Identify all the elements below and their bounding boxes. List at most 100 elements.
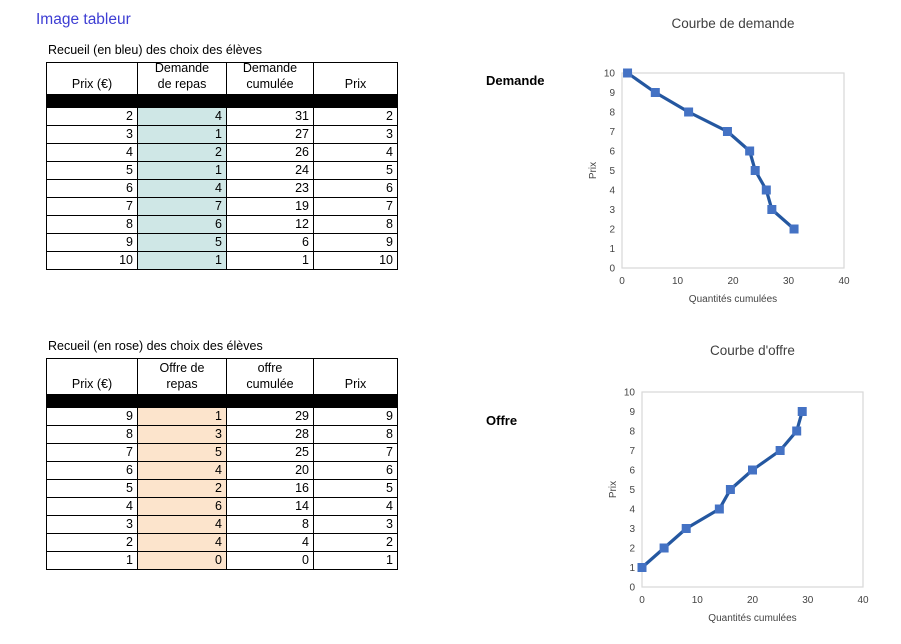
table-cell: 9	[46, 407, 138, 426]
table-cell: 3	[313, 515, 398, 534]
y-tick-label: 3	[629, 524, 635, 535]
data-point-marker	[722, 127, 732, 136]
table-cell: 8	[313, 215, 398, 234]
table-row: 4 6 14 4	[46, 497, 398, 516]
data-point-marker	[637, 563, 647, 572]
x-tick-label: 30	[783, 276, 795, 287]
table-cell: 1	[226, 251, 314, 270]
table-cell: 19	[226, 197, 314, 216]
y-tick-label: 2	[629, 544, 635, 555]
data-point-marker	[750, 166, 760, 175]
table-cell: 1	[46, 551, 138, 570]
table-cell: 2	[313, 107, 398, 126]
table-cell: 7	[313, 443, 398, 462]
table-row: 5 1 24 5	[46, 161, 398, 180]
data-point-marker	[748, 465, 757, 475]
table-cell: 6	[313, 461, 398, 480]
table-cell: 7	[46, 197, 138, 216]
table-cell: 0	[137, 551, 227, 570]
column-header: Demande cumulée	[226, 62, 314, 95]
data-point-marker	[684, 107, 694, 117]
y-tick-label: 1	[609, 244, 615, 255]
y-tick-label: 3	[609, 205, 615, 216]
y-tick-label: 10	[604, 69, 616, 80]
table-cell: 1	[137, 125, 227, 144]
plot-area-border	[621, 72, 845, 269]
table-cell: 5	[137, 443, 227, 462]
x-tick-label: 10	[692, 595, 704, 606]
y-axis-label: Prix	[588, 162, 599, 179]
table-cell: 8	[46, 425, 138, 444]
table-cell: 7	[137, 197, 227, 216]
table-cell: 8	[226, 515, 314, 534]
table-cell: 4	[137, 461, 227, 480]
table-cell: 14	[226, 497, 314, 516]
table-cell: 7	[313, 197, 398, 216]
column-header: Prix	[313, 62, 398, 95]
y-tick-label: 8	[609, 108, 615, 119]
table-cell: 26	[226, 143, 314, 162]
page-title: Image tableur	[36, 11, 131, 28]
data-point-marker	[681, 524, 691, 533]
table-cell: 3	[137, 425, 227, 444]
table-cell: 4	[313, 497, 398, 516]
table-row: 8 3 28 8	[46, 425, 398, 444]
table-cell: 4	[46, 497, 138, 516]
table-cell: 2	[137, 143, 227, 162]
table-cell: 20	[226, 461, 314, 480]
table-cell: 1	[137, 161, 227, 180]
table-cell: 12	[226, 215, 314, 234]
table-cell: 5	[313, 479, 398, 498]
y-tick-label: 5	[629, 485, 635, 496]
data-point-marker	[745, 146, 755, 156]
table-cell: 24	[226, 161, 314, 180]
table-cell: 1	[137, 407, 227, 426]
table-cell: 4	[137, 515, 227, 534]
table-cell: 27	[226, 125, 314, 144]
y-tick-label: 4	[609, 186, 615, 197]
y-tick-label: 6	[629, 466, 635, 477]
x-tick-label: 40	[857, 595, 869, 606]
y-tick-label: 9	[629, 407, 635, 418]
data-point-marker	[767, 205, 777, 214]
table-row: 6 4 23 6	[46, 179, 398, 198]
table-cell: 1	[313, 551, 398, 570]
y-tick-label: 10	[624, 388, 636, 399]
plot-area-border	[641, 391, 864, 588]
table-cell: 0	[226, 551, 314, 570]
x-axis-label: Quantités cumulées	[708, 613, 796, 624]
y-tick-label: 0	[609, 264, 615, 275]
table-cell: 2	[313, 533, 398, 552]
table-cell: 5	[137, 233, 227, 252]
chart-title: Courbe d'offre	[710, 343, 795, 358]
x-tick-label: 10	[672, 276, 684, 287]
column-header: Demande de repas	[137, 62, 227, 95]
data-point-marker	[623, 68, 633, 78]
demand-series-label: Demande	[486, 73, 545, 88]
table-cell: 4	[46, 143, 138, 162]
demand-curve-chart: Courbe de demande 0 1 2 3 4 5 6 7 8 9 10 0 10 20 30 40 Qu…	[588, 16, 850, 305]
x-tick-label: 20	[747, 595, 759, 606]
y-tick-label: 4	[629, 505, 635, 516]
y-tick-label: 8	[629, 427, 635, 438]
y-axis-label: Prix	[608, 481, 619, 498]
table-cell: 8	[46, 215, 138, 234]
data-point-marker	[714, 504, 724, 514]
y-tick-label: 7	[609, 127, 615, 138]
table-row: 5 2 16 5	[46, 479, 398, 498]
table-cell: 4	[313, 143, 398, 162]
y-tick-label: 2	[609, 225, 615, 236]
data-point-marker	[650, 88, 660, 97]
table-cell: 9	[46, 233, 138, 252]
column-header: Offre de repas	[137, 358, 227, 395]
column-header: Prix (€)	[46, 62, 138, 95]
table-row: 8 6 12 8	[46, 215, 398, 234]
table-row: 2 4 31 2	[46, 107, 398, 126]
separator-row	[46, 94, 398, 108]
supply-table: Prix (€) Offre de repas offre cumulée Prix 9…	[46, 358, 398, 570]
table-cell: 5	[46, 161, 138, 180]
